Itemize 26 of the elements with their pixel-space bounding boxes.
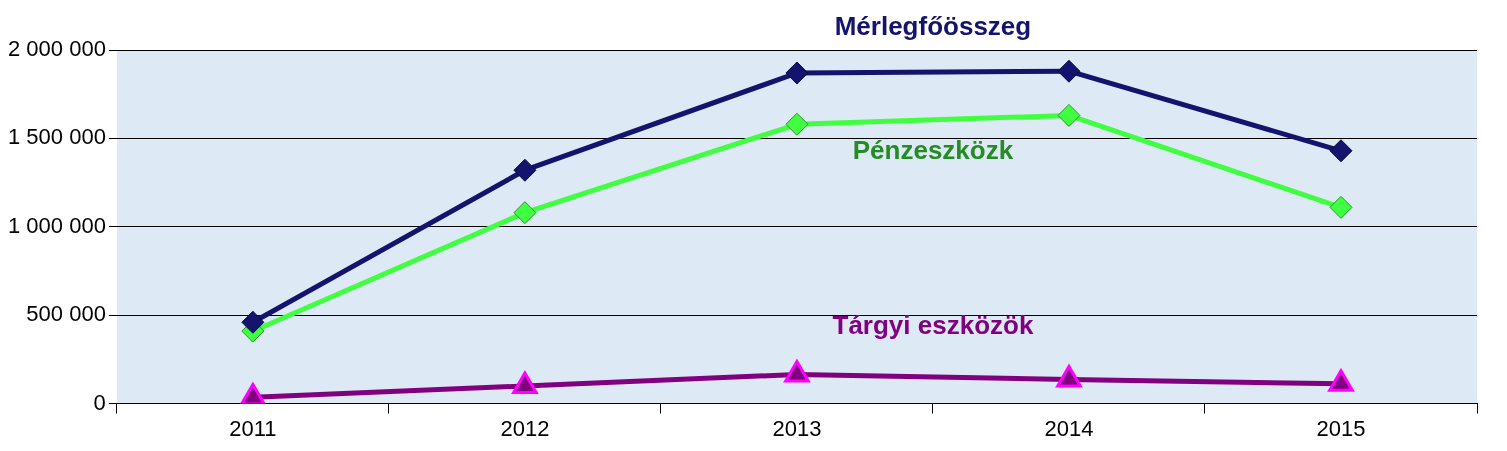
series-label: Pénzeszközk <box>852 135 1014 166</box>
series-label: Mérlegfőösszeg <box>834 11 1032 42</box>
y-tick-label: 2 000 000 <box>8 36 106 62</box>
point <box>513 201 537 225</box>
point <box>1329 139 1353 163</box>
x-tick-label: 2015 <box>1316 415 1366 441</box>
series-label: Tárgyi eszközök <box>832 310 1034 341</box>
point <box>513 158 537 182</box>
point <box>1056 365 1082 388</box>
y-tick-label: 1 000 000 <box>8 212 106 238</box>
point <box>785 112 809 136</box>
x-tick-label: 2012 <box>500 415 550 441</box>
point <box>1328 369 1354 392</box>
y-tick-label: 1 500 000 <box>8 124 106 150</box>
y-tick-label: 0 <box>93 389 106 415</box>
point <box>1329 195 1353 219</box>
point <box>1057 59 1081 83</box>
point <box>1057 103 1081 127</box>
point <box>512 371 538 394</box>
x-tick-label: 2011 <box>229 415 277 441</box>
x-tick-label: 2013 <box>772 415 822 441</box>
y-tick-label: 500 000 <box>26 301 106 327</box>
point <box>240 382 266 404</box>
point <box>784 359 810 383</box>
x-tick-label: 2014 <box>1044 415 1094 441</box>
point <box>785 61 809 85</box>
